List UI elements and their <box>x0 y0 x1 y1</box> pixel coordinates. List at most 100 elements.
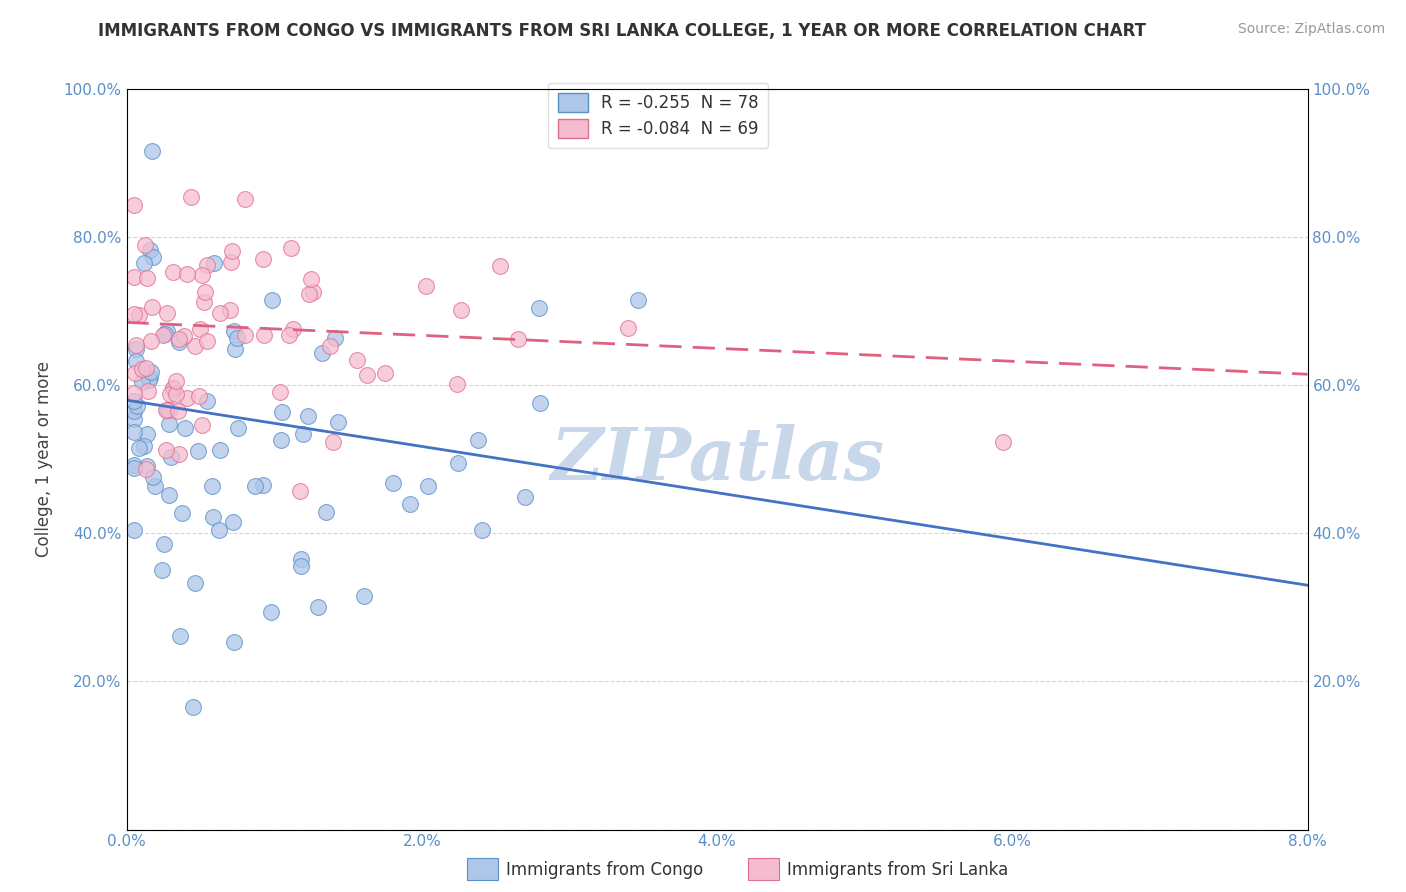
Point <box>488 260 510 274</box>
Point <box>381 475 404 490</box>
Point <box>195 394 218 409</box>
Point <box>315 506 337 520</box>
Point <box>221 244 243 258</box>
Point <box>253 328 276 343</box>
Point <box>311 346 333 360</box>
Point <box>271 405 294 419</box>
Point <box>208 523 231 537</box>
Point <box>157 417 180 431</box>
Point <box>134 237 156 252</box>
Point <box>374 366 396 380</box>
Point <box>124 198 146 212</box>
Point <box>122 269 145 284</box>
Point <box>224 635 246 649</box>
Point <box>157 402 180 417</box>
Point <box>269 385 291 400</box>
Point <box>122 404 145 418</box>
Point <box>156 402 179 417</box>
Point <box>447 456 470 470</box>
Y-axis label: College, 1 year or more: College, 1 year or more <box>35 361 52 558</box>
Point <box>131 375 153 389</box>
Text: ZIPatlas: ZIPatlas <box>550 424 884 495</box>
Text: Immigrants from Congo: Immigrants from Congo <box>506 861 703 879</box>
Point <box>260 605 283 619</box>
Point <box>627 293 650 307</box>
Point <box>167 334 190 349</box>
Point <box>173 420 195 434</box>
Point <box>159 488 181 502</box>
Point <box>323 331 346 345</box>
Point <box>298 287 321 301</box>
Point <box>180 190 202 204</box>
Point <box>139 334 162 348</box>
Point <box>467 434 489 448</box>
Point <box>156 306 179 320</box>
Point <box>128 308 150 322</box>
Point <box>221 516 243 530</box>
Point <box>529 396 551 410</box>
Point <box>128 441 150 455</box>
Point <box>415 278 437 293</box>
Point <box>176 391 198 405</box>
Point <box>125 342 148 356</box>
Point <box>141 301 163 315</box>
Point <box>188 322 211 336</box>
Point <box>138 384 160 399</box>
Point <box>167 332 190 346</box>
Point <box>122 523 145 537</box>
Point <box>122 385 145 400</box>
Point <box>190 268 212 282</box>
Point <box>134 439 156 453</box>
Point <box>122 393 145 408</box>
Point <box>170 506 193 520</box>
Point <box>527 301 550 315</box>
Point <box>297 409 319 423</box>
Point <box>450 303 472 318</box>
Point <box>243 479 266 493</box>
Point <box>135 427 157 442</box>
Point <box>506 332 529 346</box>
Point <box>233 328 256 343</box>
Point <box>139 244 162 258</box>
Point <box>156 324 179 338</box>
Point <box>183 339 205 353</box>
Point <box>142 470 165 484</box>
Point <box>290 483 312 498</box>
Point <box>202 510 225 524</box>
Text: IMMIGRANTS FROM CONGO VS IMMIGRANTS FROM SRI LANKA COLLEGE, 1 YEAR OR MORE CORRE: IMMIGRANTS FROM CONGO VS IMMIGRANTS FROM… <box>98 22 1146 40</box>
Point <box>202 256 225 270</box>
Point <box>124 354 146 368</box>
Point <box>252 252 274 266</box>
Point <box>307 599 329 614</box>
Point <box>326 415 349 429</box>
Point <box>221 255 243 269</box>
Point <box>194 285 217 299</box>
Point <box>290 559 312 574</box>
Point <box>513 490 536 504</box>
Point <box>159 450 181 465</box>
Text: Source: ZipAtlas.com: Source: ZipAtlas.com <box>1237 22 1385 37</box>
Point <box>356 368 378 382</box>
Point <box>155 327 177 342</box>
Point <box>165 387 187 401</box>
Point <box>162 381 184 395</box>
Point <box>165 375 187 389</box>
Point <box>446 377 468 392</box>
Point <box>162 265 184 279</box>
Point <box>224 324 246 338</box>
Point <box>124 461 146 475</box>
Point <box>252 478 274 492</box>
Point <box>135 361 157 376</box>
Point <box>346 353 368 368</box>
Point <box>224 342 246 356</box>
Point <box>226 420 249 434</box>
Point <box>617 321 640 335</box>
Point <box>260 293 283 307</box>
Point <box>416 479 439 493</box>
Point <box>201 479 224 493</box>
Point <box>152 327 174 342</box>
Text: Immigrants from Sri Lanka: Immigrants from Sri Lanka <box>787 861 1008 879</box>
Point <box>153 537 176 551</box>
Point <box>167 447 190 461</box>
Point <box>127 399 149 413</box>
